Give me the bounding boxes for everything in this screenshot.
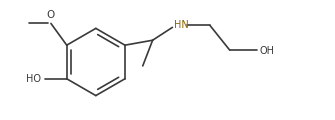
Text: HO: HO [26, 74, 41, 84]
Text: HN: HN [174, 20, 189, 30]
Text: O: O [47, 10, 55, 21]
Text: OH: OH [259, 46, 274, 56]
